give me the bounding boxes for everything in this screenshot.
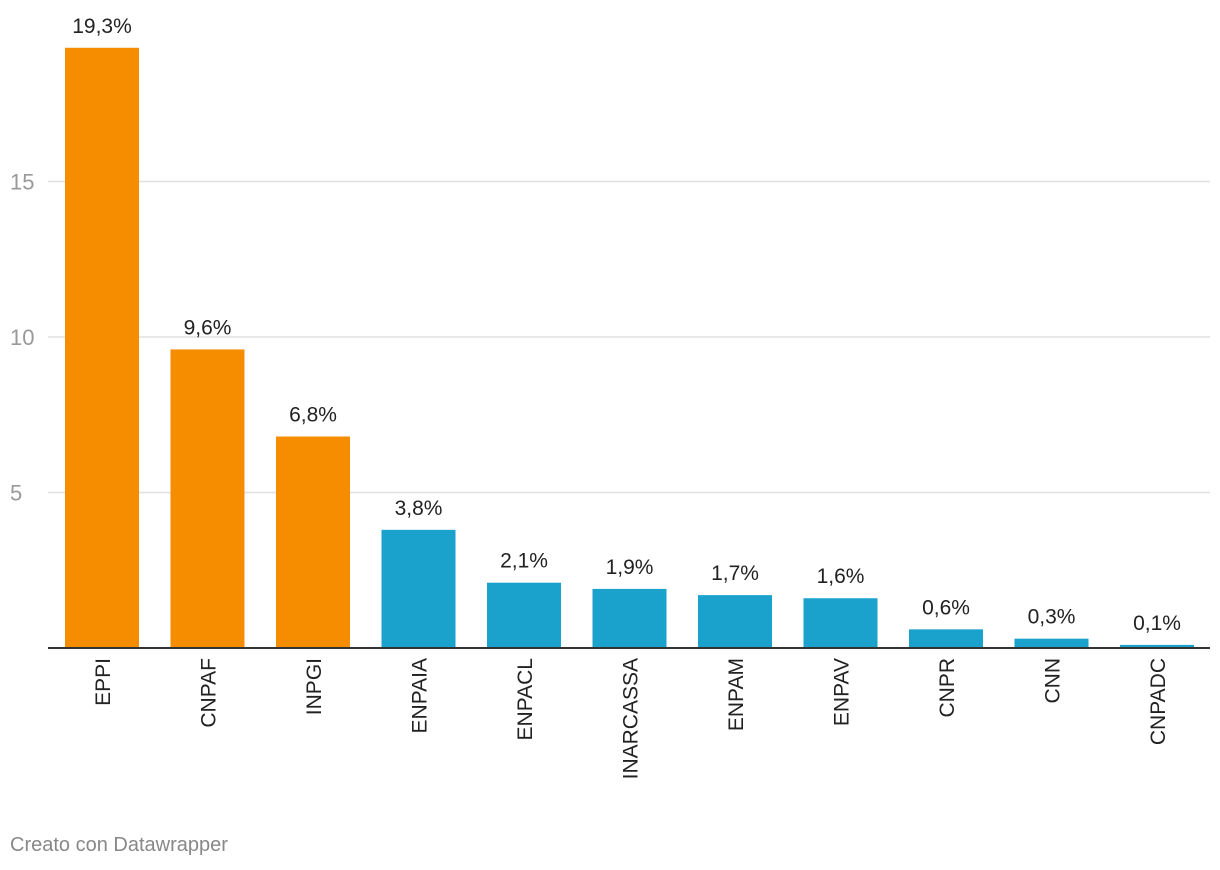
value-label: 6,8%	[289, 404, 337, 427]
value-label: 3,8%	[395, 497, 443, 520]
x-tick-label: CNPAF	[198, 658, 221, 728]
y-axis-ticks: 5 10 15	[10, 170, 34, 506]
x-tick-label: CNPADC	[1147, 658, 1170, 745]
value-label: 0,3%	[1028, 606, 1076, 629]
x-tick-label: ENPAV	[831, 658, 854, 726]
x-axis-labels: EPPI CNPAF INPGI ENPAIA ENPACL INARCASSA ENPAM…	[92, 658, 1170, 779]
value-label: 0,1%	[1133, 612, 1181, 635]
value-labels: 19,3% 9,6% 6,8% 3,8% 2,1% 1,9% 1,7% 1,6% 0,6% 0,3…	[72, 15, 1181, 635]
bar-chart: 5 10 15 19,3% 9,6% 6,8% 3,8% 2,1% 1,9% 1,7% 1,6% 0…	[10, 15, 1210, 779]
y-tick-label: 5	[10, 481, 22, 506]
value-label: 0,6%	[922, 596, 970, 619]
bar-inarcassa	[592, 588, 667, 648]
bar-cnn	[1014, 638, 1089, 648]
credit-text: Creato con Datawrapper	[10, 834, 228, 856]
x-tick-label: CNPR	[936, 658, 959, 718]
bar-cnpr	[909, 629, 983, 648]
x-tick-label: INARCASSA	[620, 658, 643, 779]
y-tick-label: 10	[10, 325, 34, 350]
value-label: 2,1%	[500, 550, 548, 573]
x-tick-label: ENPAIA	[409, 658, 432, 733]
bar-eppi	[65, 47, 139, 648]
value-label: 19,3%	[72, 15, 132, 38]
bars	[65, 47, 1194, 648]
x-tick-label: ENPAM	[725, 658, 748, 731]
value-label: 1,7%	[711, 562, 759, 585]
value-label: 1,6%	[817, 565, 865, 588]
bar-enpav	[803, 598, 878, 648]
y-tick-label: 15	[10, 170, 34, 195]
x-tick-label: INPGI	[303, 658, 326, 715]
bar-enpaia	[381, 529, 456, 648]
value-label: 9,6%	[184, 316, 232, 339]
bar-enpam	[698, 595, 772, 648]
bar-cnpadc	[1120, 644, 1194, 648]
bar-cnpaf	[170, 349, 245, 648]
bar-inpgi	[276, 436, 350, 648]
x-tick-label: EPPI	[92, 658, 115, 706]
x-tick-label: ENPACL	[514, 658, 537, 740]
value-label: 1,9%	[606, 556, 654, 579]
x-tick-label: CNN	[1042, 658, 1065, 704]
bar-enpacl	[487, 582, 561, 648]
